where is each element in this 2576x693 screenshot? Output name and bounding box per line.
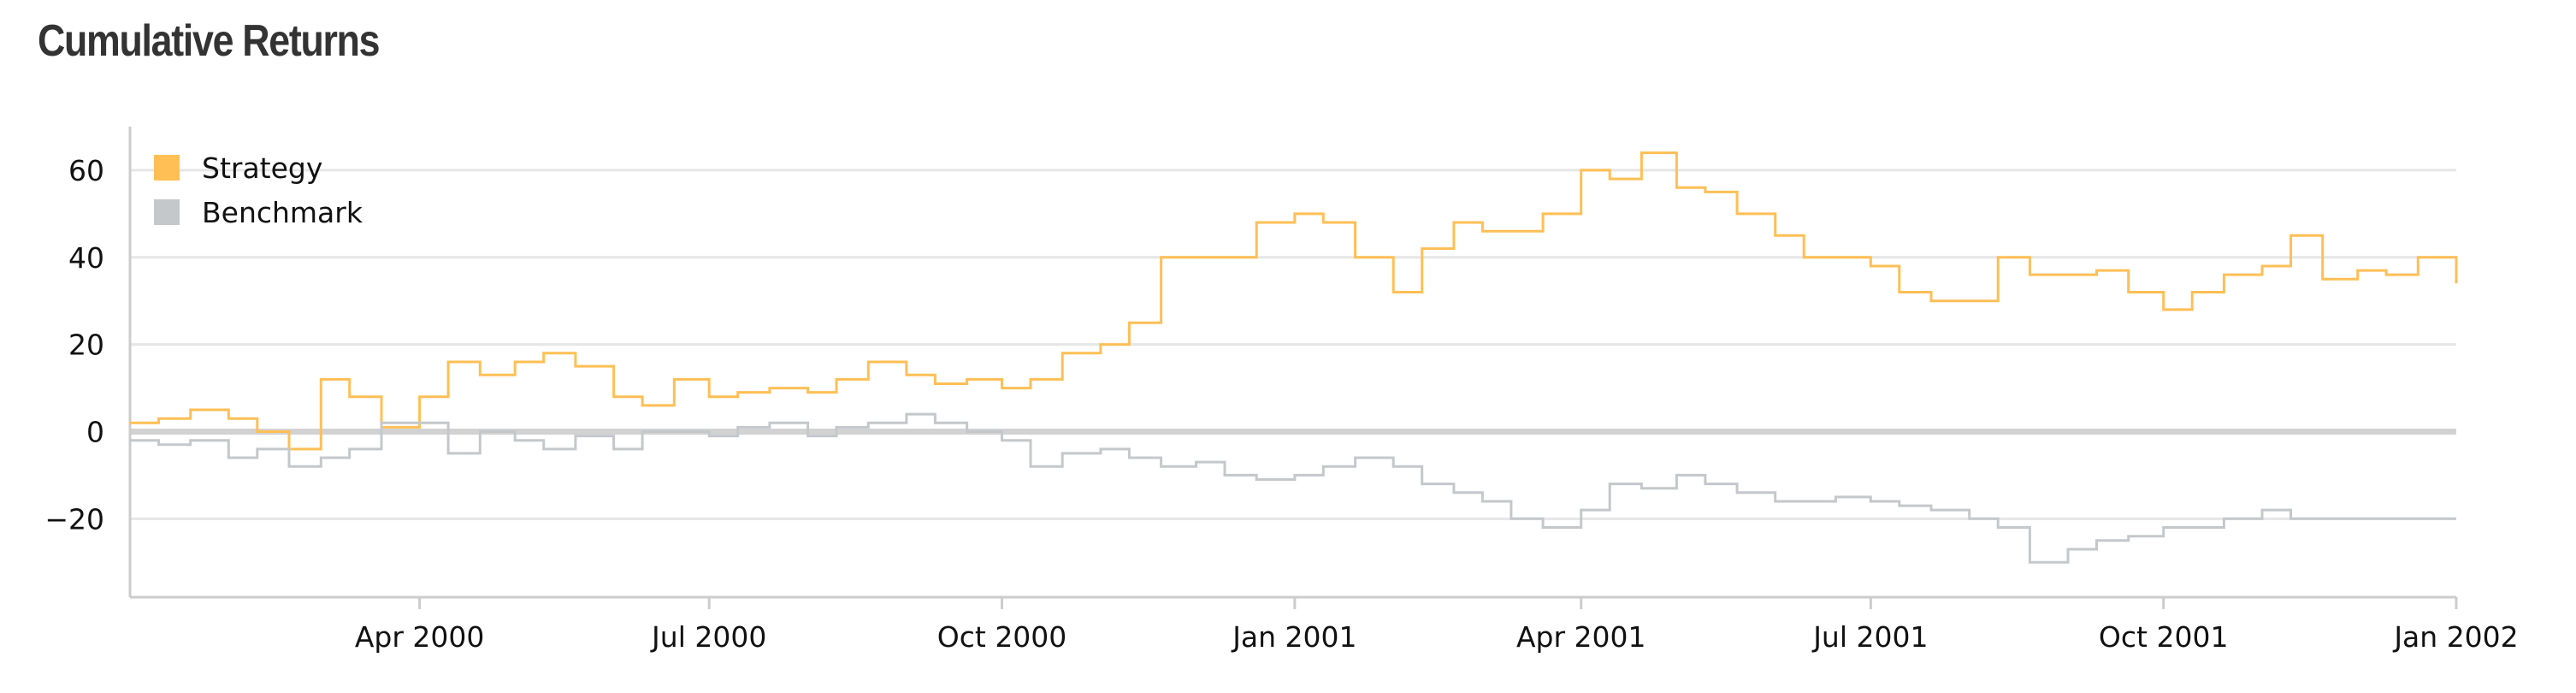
x-tick-label: Oct 2001 [2099,620,2229,654]
y-tick-label: 0 [86,415,104,448]
x-tick-label: Oct 2000 [937,620,1067,654]
x-tick-label: Jul 2001 [1811,620,1928,654]
legend-swatch-strategy [154,155,180,181]
y-tick-label: 40 [68,241,104,275]
legend-swatch-benchmark [154,199,180,225]
series-line-strategy [130,151,2458,451]
series-lines [130,151,2458,564]
axes: −20 0 20 40 60 Apr 2000 Jul 2000 Oct 2000 Jan 20… [44,127,2519,654]
series-line-benchmark [130,412,2456,564]
y-tick-label: 20 [68,329,104,362]
x-tick-label: Jan 2001 [1231,620,1356,654]
y-tick-label: −20 [44,502,104,536]
legend-label-strategy: Strategy [202,151,322,185]
chart-title: Cumulative Returns [38,16,381,66]
x-tick-label: Apr 2001 [1516,620,1646,654]
x-tick-label: Apr 2000 [355,620,485,654]
legend-label-benchmark: Benchmark [202,196,363,229]
y-tick-label: 60 [68,154,104,187]
gridlines [130,169,2456,520]
legend: Strategy Benchmark [154,151,363,229]
x-tick-label: Jan 2002 [2392,620,2518,654]
x-tick-label: Jul 2000 [650,620,766,654]
